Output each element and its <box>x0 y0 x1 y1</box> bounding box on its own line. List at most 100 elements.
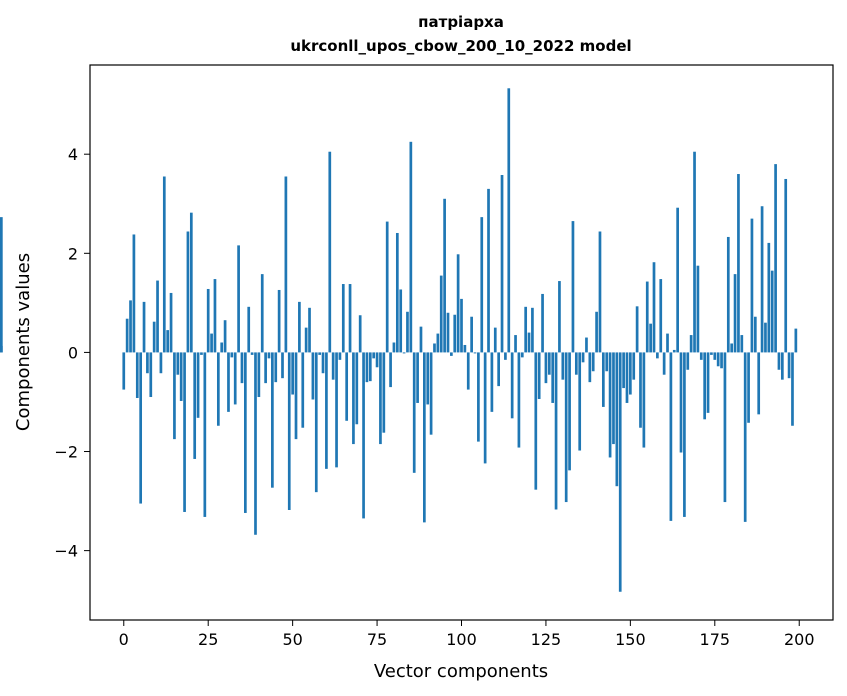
bar-177 <box>720 352 723 369</box>
bar-179 <box>726 236 730 353</box>
bar-69 <box>355 352 359 425</box>
bar-12 <box>162 176 166 353</box>
bar-134 <box>574 352 578 375</box>
bar-187 <box>753 316 757 353</box>
bar-50 <box>291 352 294 395</box>
bar-10 <box>156 280 159 353</box>
bar-169 <box>693 151 696 353</box>
bar-116 <box>514 335 517 353</box>
bar-161 <box>666 333 669 353</box>
bar-154 <box>642 352 646 448</box>
bar-39 <box>254 352 257 535</box>
bar-199 <box>794 328 798 353</box>
bar-23 <box>200 352 203 355</box>
bar-42 <box>264 352 267 384</box>
bar-45 <box>274 352 278 383</box>
bar-172 <box>703 352 707 420</box>
bar-107 <box>483 352 487 464</box>
bar-185 <box>747 352 750 423</box>
bar-196 <box>784 178 788 353</box>
bar-119 <box>524 306 528 353</box>
bar-100 <box>460 298 463 353</box>
bar-126 <box>547 352 551 375</box>
bar-178 <box>723 352 727 503</box>
bar-103 <box>470 316 473 353</box>
bar-0 <box>122 352 126 390</box>
bar-98 <box>453 314 457 353</box>
bar-150 <box>629 352 632 395</box>
bar-105 <box>477 352 480 442</box>
bar-130 <box>561 352 565 380</box>
bar-122 <box>534 352 538 490</box>
bar-41 <box>260 274 264 353</box>
bar-59 <box>321 352 325 374</box>
bar-25 <box>206 288 210 353</box>
y-axis-ticks: −4 −2 0 2 4 <box>54 145 90 561</box>
bar-92 <box>433 343 436 353</box>
bar-155 <box>645 281 649 353</box>
bar-undefined <box>0 217 3 353</box>
chart-title-line2: ukrconll_upos_cbow_200_10_2022 model <box>290 37 631 55</box>
y-tick-label: −4 <box>54 542 78 561</box>
bar-148 <box>622 352 625 389</box>
bar-132 <box>568 352 571 471</box>
bar-52 <box>298 301 301 353</box>
bar-81 <box>395 232 399 353</box>
bar-181 <box>733 274 737 353</box>
y-tick-label: 2 <box>68 244 78 263</box>
bar-171 <box>699 352 703 360</box>
bar-74 <box>372 352 376 359</box>
bar-121 <box>531 307 534 353</box>
bar-undefined <box>0 345 3 353</box>
bar-77 <box>382 352 386 433</box>
bar-139 <box>591 352 595 372</box>
bar-31 <box>227 352 230 412</box>
bar-89 <box>423 352 426 523</box>
bar-7 <box>146 352 149 374</box>
bar-143 <box>605 352 609 372</box>
bar-70 <box>358 315 362 353</box>
bar-71 <box>362 352 365 519</box>
bar-66 <box>345 352 349 421</box>
bar-192 <box>770 270 774 353</box>
bar-120 <box>527 332 531 353</box>
bar-43 <box>267 352 271 359</box>
bar-32 <box>230 352 234 358</box>
bar-68 <box>352 352 355 445</box>
bar-83 <box>402 352 406 354</box>
bar-195 <box>780 352 784 380</box>
bar-138 <box>588 352 592 383</box>
bar-140 <box>595 311 598 353</box>
bar-85 <box>409 141 413 353</box>
bar-110 <box>493 327 497 353</box>
bar-93 <box>436 333 440 353</box>
bar-54 <box>304 327 308 353</box>
bar-128 <box>554 352 558 510</box>
bar-156 <box>649 323 652 353</box>
bar-26 <box>210 333 213 353</box>
bar-55 <box>308 307 311 353</box>
bar-108 <box>487 188 490 353</box>
bar-184 <box>743 352 747 522</box>
bar-13 <box>166 330 170 353</box>
x-tick-label: 75 <box>367 630 387 649</box>
bar-147 <box>618 352 622 592</box>
x-tick-label: 150 <box>615 630 646 649</box>
bar-174 <box>710 352 713 355</box>
bar-33 <box>233 352 237 405</box>
bar-9 <box>152 321 156 353</box>
bar-136 <box>581 352 585 363</box>
bar-37 <box>247 306 251 353</box>
bar-46 <box>277 289 281 353</box>
bar-165 <box>679 352 683 453</box>
bars-group <box>0 88 798 592</box>
bar-99 <box>456 254 460 353</box>
bar-151 <box>632 352 636 380</box>
bar-111 <box>497 352 500 387</box>
bar-137 <box>585 337 588 353</box>
bar-115 <box>510 352 514 419</box>
bar-67 <box>348 284 352 353</box>
bar-76 <box>379 352 382 445</box>
bar-56 <box>311 352 315 400</box>
bar-38 <box>250 352 254 355</box>
